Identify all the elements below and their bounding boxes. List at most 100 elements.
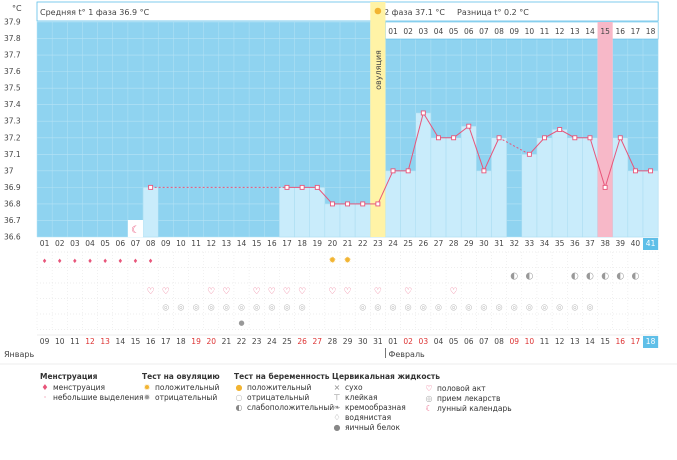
temperature-bar [491,137,507,238]
heart-icon: ♡ [328,287,336,297]
phase2-day-label: 07 [479,27,489,36]
y-tick-label: 37.1 [4,150,21,159]
moon-icon: ☾ [131,225,140,236]
temperature-point [420,110,426,116]
y-tick-label: 37.8 [4,34,21,43]
temperature-line-segment [453,125,470,139]
cycle-day-label: 05 [100,239,110,248]
pill-icon: ◎ [238,302,245,311]
date-label: 23 [252,337,262,346]
heart-icon: ♡ [344,287,352,297]
cycle-day-label: 01 [40,239,50,248]
cycle-day-label: 37 [585,239,595,248]
pill-icon: ◎ [541,302,548,311]
phase2-average: 2 фаза 37.1 °C [384,8,445,17]
pill-icon: ◎ [526,302,533,311]
pill-icon: ◎ [586,302,593,311]
temperature-bar [430,137,447,238]
temperature-line-segment [422,112,439,139]
temperature-bar [536,137,553,238]
pill-icon: ◎ [480,302,487,311]
legend-item-label: прием лекарств [437,394,501,403]
legend-item-label: положительный [247,383,312,392]
date-label: 20 [206,337,216,346]
sun-icon: ✹ [344,256,352,266]
moon-cell [127,220,144,237]
pill-icon: ◎ [208,302,215,311]
date-label: 18 [176,337,186,346]
temperature-line-segment [316,187,333,205]
phase2-day-label: 01 [388,27,398,36]
cycle-day-label: 26 [419,239,429,248]
date-label: 01 [388,337,398,346]
drop-icon: ♦ [42,258,47,265]
legend-item: ♦ менструация [40,383,144,393]
date-label: 10 [525,337,535,346]
temperature-bar [567,137,583,238]
phase2-days-bar [385,21,659,40]
cycle-day-label: 09 [161,239,171,248]
header-bar [36,1,659,22]
cycle-day-label: 15 [252,239,262,248]
temperature-point [572,135,578,141]
date-label: 07 [479,337,489,346]
cycle-day-label: 31 [494,239,504,248]
cycle-day-label: 19 [313,239,323,248]
legend-item: ♢ водянистая [332,413,440,423]
legend-menstruation-title: Менструация [40,372,98,381]
legend-item-label: клейкая [345,393,378,402]
temperature-bar [142,187,159,238]
weak-test-icon: ◐ [571,271,579,281]
current-day-marker [643,238,659,250]
date-label: 29 [343,337,353,346]
phase2-day-label: 03 [419,27,429,36]
temperature-bar [309,187,326,238]
temperature-point [284,184,290,190]
drop-icon: ♦ [57,258,62,265]
date-label: 21 [222,337,232,346]
legend-item-label: лунный календарь [437,404,512,413]
date-label: 11 [70,337,80,346]
sun-gray-icon: ✹ [143,393,151,402]
temperature-bar [354,203,371,238]
month-label: Январь [4,350,34,359]
phase2-day-label: 02 [403,27,413,36]
temperature-line-segment [407,112,424,171]
temperature-line-segment [498,137,530,155]
cycle-day-label: 35 [555,239,565,248]
legend-cervical: Цервикальная жидкость × сухо ⊤ клейкая ❧ кр… [332,372,440,433]
weak-test-icon: ◐ [235,403,243,412]
date-label: 09 [509,337,519,346]
date-label: 05 [449,337,459,346]
temperature-point [299,184,305,190]
legend-item: ♡ половой акт [424,384,512,394]
pill-icon: ◎ [571,302,578,311]
temperature-point [314,184,320,190]
legend-item-label: отрицательный [247,393,310,402]
temperature-point [405,168,411,174]
legend-menstruation: Менструация ♦ менструация · небольшие выде… [40,372,144,403]
phase2-day-label: 08 [494,27,504,36]
pill-icon: ◎ [556,302,563,311]
temperature-line-segment [604,137,621,188]
legend-ovulation-test: Тест на овуляцию ✹ положительный ✹ отрицат… [142,372,220,403]
temperature-point [451,135,457,141]
legend-cervical-title: Цервикальная жидкость [332,372,441,381]
cycle-day-label: 04 [85,239,95,248]
legend-item: ⊤ клейкая [332,393,440,403]
y-tick-label: 37.6 [4,67,21,76]
drop-icon: ♦ [133,258,138,265]
temperature-point [329,201,335,207]
cycle-day-label: 28 [449,239,459,248]
pill-icon: ◎ [359,302,366,311]
dry-icon: × [333,383,341,392]
heart-icon: ♡ [374,287,382,297]
cycle-day-label: 02 [55,239,65,248]
heart-icon: ♡ [268,287,276,297]
date-label: 19 [191,337,201,346]
phase2-day-label: 13 [570,27,580,36]
legend-item-label: положительный [155,383,220,392]
pill-icon: ◎ [435,302,442,311]
weak-test-icon: ◐ [601,271,609,281]
y-tick-label: 37.2 [4,133,21,142]
